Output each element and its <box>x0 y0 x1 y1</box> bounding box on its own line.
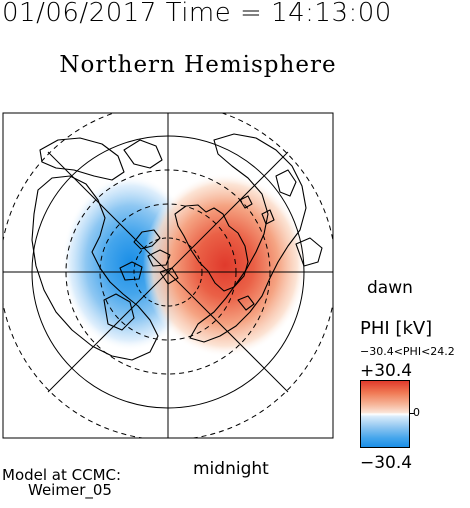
legend-max-label: +30.4 <box>360 361 413 381</box>
legend-min-label: −30.4 <box>360 453 413 473</box>
colorbar <box>360 380 410 448</box>
meridian-lines <box>3 113 333 438</box>
plot-title: Northern Hemisphere <box>59 52 337 78</box>
legend-range: −30.4<PHI<24.2 <box>360 345 455 358</box>
colorbar-zero-label: 0 <box>413 406 420 419</box>
credit-line-2: Weimer_05 <box>28 481 112 499</box>
polar-map <box>2 112 334 439</box>
midnight-label: midnight <box>193 459 269 479</box>
timestamp: 01/06/2017 Time = 14:13:00 <box>2 0 392 28</box>
colorbar-zero-tick <box>410 413 414 414</box>
dawn-label: dawn <box>367 278 413 298</box>
legend-title: PHI [kV] <box>360 318 433 339</box>
map-frame <box>2 112 334 439</box>
coastlines <box>31 133 323 361</box>
credit-line-1: Model at CCMC: <box>2 466 122 484</box>
meridian-diagonal-b <box>47 151 289 393</box>
positive-potential-cell <box>143 173 307 357</box>
